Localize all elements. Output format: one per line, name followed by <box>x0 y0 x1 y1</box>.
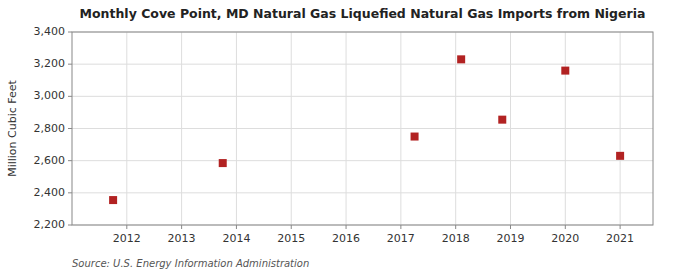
x-grid-line <box>236 32 237 225</box>
x-tick-label: 2019 <box>496 232 524 245</box>
title: Monthly Cove Point, MD Natural Gas Lique… <box>80 6 646 21</box>
point <box>109 196 117 204</box>
x-grid-line <box>565 32 566 225</box>
x-tick-label: 2012 <box>113 232 141 245</box>
x-tick <box>400 225 401 229</box>
x-tick-label: 2018 <box>442 232 470 245</box>
x-tick-label: 2015 <box>277 232 305 245</box>
y-tick <box>68 225 72 226</box>
x-tick <box>291 225 292 229</box>
x-tick <box>126 225 127 229</box>
x-grid-line <box>181 32 182 225</box>
y-tick-label: 3,400 <box>34 25 66 38</box>
y-tick <box>68 96 72 97</box>
chart: 2,2002,4002,6002,8003,0003,2003,40020122… <box>0 0 675 275</box>
y-tick-label: 2,600 <box>34 154 66 167</box>
x-tick-label: 2017 <box>387 232 415 245</box>
x-tick-label: 2016 <box>332 232 360 245</box>
x-tick-label: 2021 <box>606 232 634 245</box>
point <box>498 116 506 124</box>
x-tick <box>455 225 456 229</box>
source-note: Source: U.S. Energy Information Administ… <box>72 258 309 269</box>
x-tick-label: 2020 <box>551 232 579 245</box>
x-grid-line <box>346 32 347 225</box>
y-tick <box>68 32 72 33</box>
y-tick-label: 3,200 <box>34 57 66 70</box>
y-grid-line <box>72 64 653 65</box>
grid <box>72 32 653 225</box>
x-tick <box>181 225 182 229</box>
x-tick <box>565 225 566 229</box>
x-tick-label: 2014 <box>222 232 250 245</box>
x-grid-line <box>455 32 456 225</box>
point <box>411 133 419 141</box>
x-grid-line <box>400 32 401 225</box>
y-tick <box>68 128 72 129</box>
y-tick-label: 2,800 <box>34 122 66 135</box>
plot-frame <box>72 32 653 225</box>
x-tick <box>236 225 237 229</box>
y-axis-label: Million Cubic Feet <box>6 79 19 176</box>
x-tick <box>620 225 621 229</box>
y-tick-label: 2,200 <box>34 218 66 231</box>
x-grid-line <box>620 32 621 225</box>
point <box>616 152 624 160</box>
y-grid-line <box>72 160 653 161</box>
x-axis: 2012 2013 2014 2015 2016 2017 2018 2019 2020 2021 <box>113 225 634 245</box>
y-grid-line <box>72 96 653 97</box>
points <box>109 55 624 204</box>
x-tick <box>510 225 511 229</box>
y-axis: 2,200 2,400 2,600 2,800 3,000 3,200 3,400 <box>34 25 73 231</box>
x-tick-label: 2013 <box>168 232 196 245</box>
point <box>219 159 227 167</box>
point <box>561 67 569 75</box>
y-grid-line <box>72 128 653 129</box>
x-grid-line <box>291 32 292 225</box>
y-tick-label: 2,400 <box>34 186 66 199</box>
point <box>457 55 465 63</box>
y-tick <box>68 160 72 161</box>
y-tick-label: 3,000 <box>34 89 66 102</box>
x-grid-line <box>126 32 127 225</box>
y-tick <box>68 192 72 193</box>
y-tick <box>68 64 72 65</box>
y-grid-line <box>72 192 653 193</box>
x-grid-line <box>510 32 511 225</box>
x-tick <box>346 225 347 229</box>
